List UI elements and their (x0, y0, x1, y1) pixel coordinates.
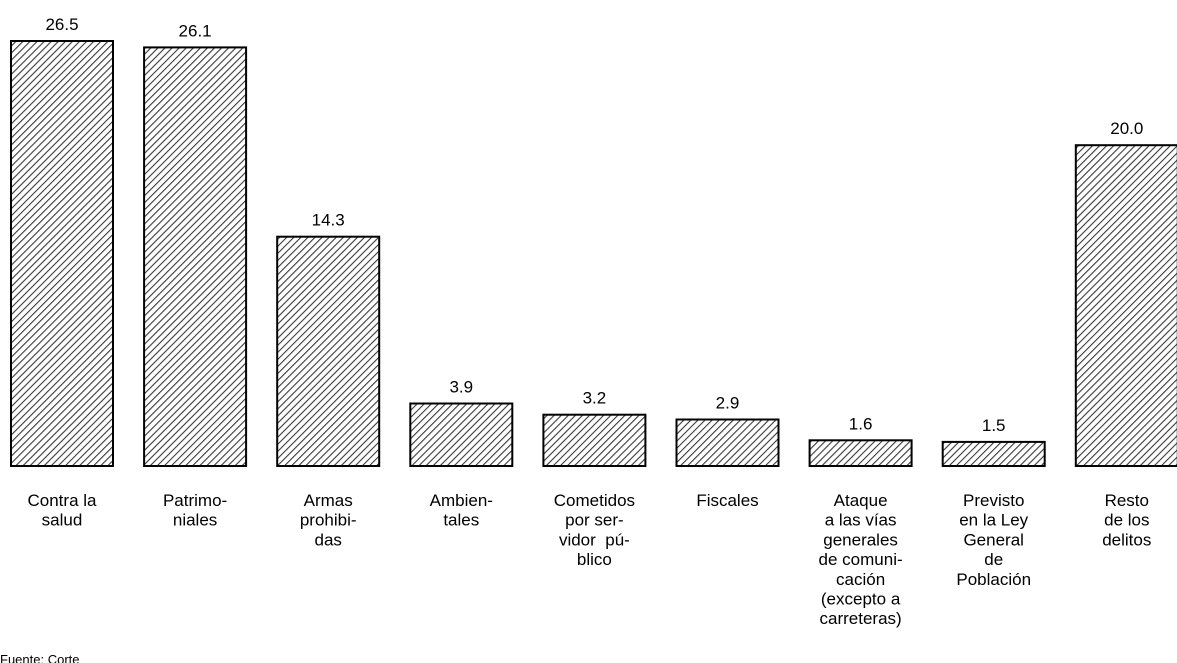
category-label: Armas prohibi-das (300, 491, 357, 549)
category-label-line: (excepto a (821, 590, 901, 609)
category-label-line: Armas (304, 491, 353, 510)
category-label: Patrimo-niales (163, 491, 227, 530)
bar-2 (143, 46, 248, 468)
category-label-line: por ser- (565, 511, 624, 530)
category-label-line: blico (577, 550, 612, 569)
bar-value-label: 1.6 (849, 414, 873, 433)
bar-value-label: 3.9 (449, 378, 473, 397)
category-label-line: vidor pú- (559, 530, 630, 549)
category-label: Resto de los delitos (1102, 491, 1151, 549)
category-label-line: de los (1104, 511, 1149, 530)
source-footnote: Fuente: Corte (0, 652, 80, 663)
category-label-line: Patrimo- (163, 491, 227, 510)
bar-value-label: 3.2 (583, 389, 607, 408)
category-label: Ambien-tales (430, 491, 493, 530)
category-label: Previsto en la Ley General de Población (956, 491, 1031, 589)
category-label-line: Ambien- (430, 491, 493, 510)
category-label-line: carreteras) (820, 609, 902, 628)
category-label-line: General (963, 530, 1023, 549)
bar-value-label: 1.5 (982, 416, 1006, 435)
bar-7 (808, 439, 913, 467)
category-label: Contra la salud (28, 491, 98, 530)
category-label-line: de (984, 550, 1003, 569)
bar-5 (542, 413, 647, 468)
bar-9 (1074, 144, 1177, 467)
category-label-line: en la Ley (959, 511, 1028, 530)
bar-value-label: 2.9 (716, 394, 740, 413)
bar-value-label: 14.3 (312, 211, 345, 230)
category-label-line: cación (836, 570, 885, 589)
category-label-line: das (314, 530, 341, 549)
bar-3 (276, 235, 381, 467)
category-label-line: de comuni- (819, 550, 903, 569)
category-label-line: Población (956, 570, 1031, 589)
category-label: Fiscales (696, 491, 758, 510)
category-label-line: Resto (1105, 491, 1149, 510)
category-label: Cometidos por ser-vidor pú-blico (554, 491, 635, 569)
category-label-line: Ataque (834, 491, 888, 510)
category-label-line: Previsto (963, 491, 1024, 510)
bar-value-label: 26.5 (45, 15, 78, 34)
bar-8 (941, 440, 1046, 467)
category-label-line: niales (173, 511, 217, 530)
category-label-line: tales (443, 511, 479, 530)
bars-group (10, 40, 1177, 468)
bar-value-label: 26.1 (179, 21, 212, 40)
category-label: Ataque a las vías generales de comuni-cació… (819, 491, 903, 628)
bar-1 (10, 40, 114, 467)
bar-4 (409, 402, 514, 467)
category-label-line: salud (42, 511, 83, 530)
category-labels-group: Contra la salud Patrimo-niales Armas prohibi… (28, 491, 1152, 628)
category-label-line: a las vías (825, 511, 897, 530)
category-label-line: delitos (1102, 530, 1151, 549)
value-labels-group: 26.5 26.1 14.3 3.9 3.2 2.9 1.6 1.5 20.0 (45, 15, 1143, 435)
category-label-line: generales (823, 530, 898, 549)
category-label-line: Fiscales (696, 491, 758, 510)
bar-6 (675, 418, 780, 467)
category-label-line: prohibi- (300, 511, 357, 530)
category-label-line: Cometidos (554, 491, 635, 510)
category-label-line: Contra la (28, 491, 98, 510)
bar-value-label: 20.0 (1110, 119, 1143, 138)
